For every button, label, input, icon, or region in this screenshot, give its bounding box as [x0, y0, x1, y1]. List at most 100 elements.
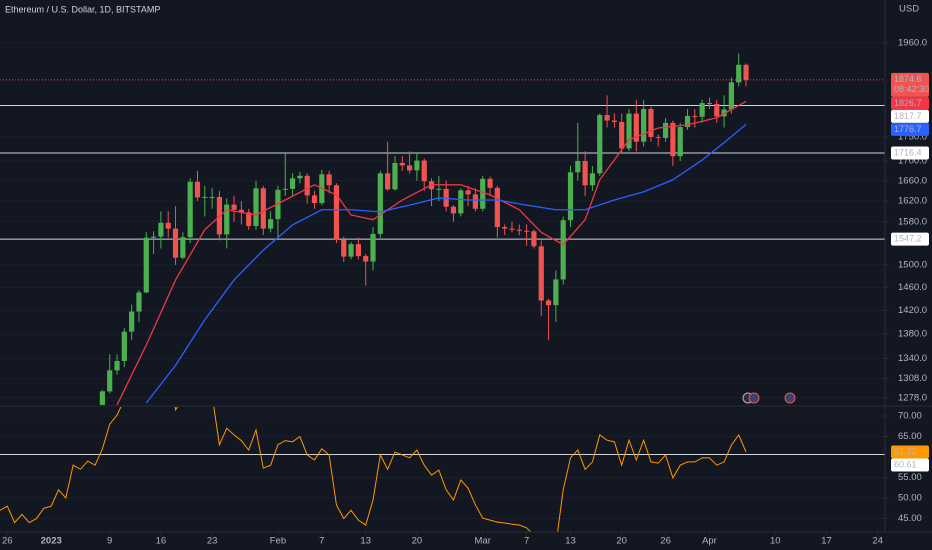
candle-body — [311, 195, 318, 204]
candle-body — [114, 360, 120, 371]
candle-body — [282, 188, 288, 190]
y-tick-label: 1960.0 — [898, 37, 927, 48]
candle-body — [589, 173, 596, 186]
rsi-line — [0, 407, 747, 532]
x-tick-label: 16 — [156, 536, 167, 547]
event-icon[interactable] — [748, 392, 760, 404]
candle-body — [238, 209, 244, 213]
price-pane — [0, 42, 885, 405]
y-tick-label: 1580.0 — [898, 216, 927, 227]
candle-body — [604, 114, 610, 121]
x-tick-label: 13 — [360, 536, 371, 547]
y-tick-label: 55.00 — [898, 472, 922, 483]
candle-body — [692, 115, 698, 117]
candle-body — [655, 136, 661, 138]
candle-body — [209, 196, 215, 198]
y-tick-label: 1500.0 — [898, 259, 927, 270]
candle-body — [480, 178, 486, 209]
x-tick-label: 13 — [565, 536, 576, 547]
candle-body — [677, 127, 683, 157]
candle-body — [531, 231, 537, 247]
price-badge-label: 1776.7 — [894, 124, 922, 134]
candle-body — [150, 236, 157, 238]
candle-body — [728, 82, 735, 110]
x-tick-label: 24 — [872, 536, 883, 547]
y-tick-label: 1620.0 — [898, 196, 927, 207]
price-badge — [891, 445, 929, 459]
candle-body — [253, 188, 259, 226]
price-badge-label: 60.61 — [894, 459, 917, 469]
candle-body — [567, 172, 574, 221]
currency-label: USD — [899, 4, 919, 15]
candle-body — [538, 246, 544, 301]
y-tick-label: 1460.0 — [898, 282, 927, 293]
candle-body — [619, 121, 625, 149]
candle-body — [304, 175, 310, 196]
candle-body — [385, 173, 391, 190]
candle-body — [370, 233, 376, 262]
candle-body — [399, 162, 405, 166]
candle-body — [582, 161, 588, 186]
candle-body — [575, 161, 581, 173]
candle-body — [121, 331, 127, 361]
candle-body — [450, 206, 457, 214]
y-tick-label: 1660.0 — [898, 175, 927, 186]
candle-body — [684, 115, 691, 128]
event-icon[interactable] — [784, 392, 796, 404]
price-badge — [891, 146, 929, 160]
y-tick-label: 70.00 — [898, 411, 922, 422]
candle-body — [553, 279, 559, 306]
price-badge — [891, 122, 929, 136]
x-tick-label: 26 — [2, 536, 13, 547]
price-axis: 1960.0 1750.0 1700.0 1660.0 1620.0 1580.0 1500… — [885, 37, 929, 524]
candle-body — [706, 103, 713, 105]
candle-body — [99, 391, 105, 405]
event-icons — [742, 392, 796, 404]
candle-body — [129, 311, 135, 332]
candle-body — [406, 165, 413, 171]
x-tick-label: 2023 — [41, 536, 62, 547]
price-badge-label: 61.22 — [894, 446, 917, 456]
candle-body — [297, 175, 303, 179]
rsi-pane — [0, 407, 885, 532]
x-tick-label: Mar — [475, 536, 491, 547]
candle-body — [736, 64, 742, 83]
candle-body — [714, 103, 720, 117]
y-tick-label: 50.00 — [898, 492, 922, 503]
x-tick-label: 9 — [107, 536, 112, 547]
price-badge-label: 08:42:30 — [894, 84, 929, 94]
candle-body — [648, 108, 654, 137]
y-tick-label: 1750.0 — [898, 131, 927, 142]
candle-body — [172, 228, 179, 258]
candle-body — [458, 190, 464, 214]
candle-body — [289, 178, 296, 189]
x-tick-label: 17 — [821, 536, 832, 547]
candle-body — [472, 194, 479, 209]
x-tick-label: Feb — [270, 536, 286, 547]
candle-body — [158, 222, 164, 237]
candle-body — [560, 220, 566, 280]
candle-body — [355, 244, 361, 257]
candle-body — [502, 227, 508, 229]
symbol-title: Ethereum / U.S. Dollar, 1D, BITSTAMP — [5, 4, 160, 14]
x-tick-label: Apr — [702, 536, 717, 547]
candle-body — [326, 174, 332, 186]
moving-average — [145, 123, 747, 404]
price-badge — [891, 232, 929, 246]
x-tick-label: 20 — [616, 536, 627, 547]
price-badge-label: 1547.2 — [894, 234, 922, 244]
price-badge-label: 1817.7 — [894, 111, 922, 121]
candle-body — [268, 219, 274, 229]
x-tick-label: 23 — [207, 536, 218, 547]
candle-body — [107, 370, 113, 392]
candle-body — [414, 160, 420, 171]
candle-body — [597, 114, 603, 174]
candle-body — [626, 113, 632, 149]
candle-body — [465, 190, 471, 195]
y-tick-label: 1340.0 — [898, 353, 927, 364]
candle-body — [348, 244, 354, 257]
candle-body — [363, 256, 369, 262]
x-tick-label: 20 — [412, 536, 423, 547]
